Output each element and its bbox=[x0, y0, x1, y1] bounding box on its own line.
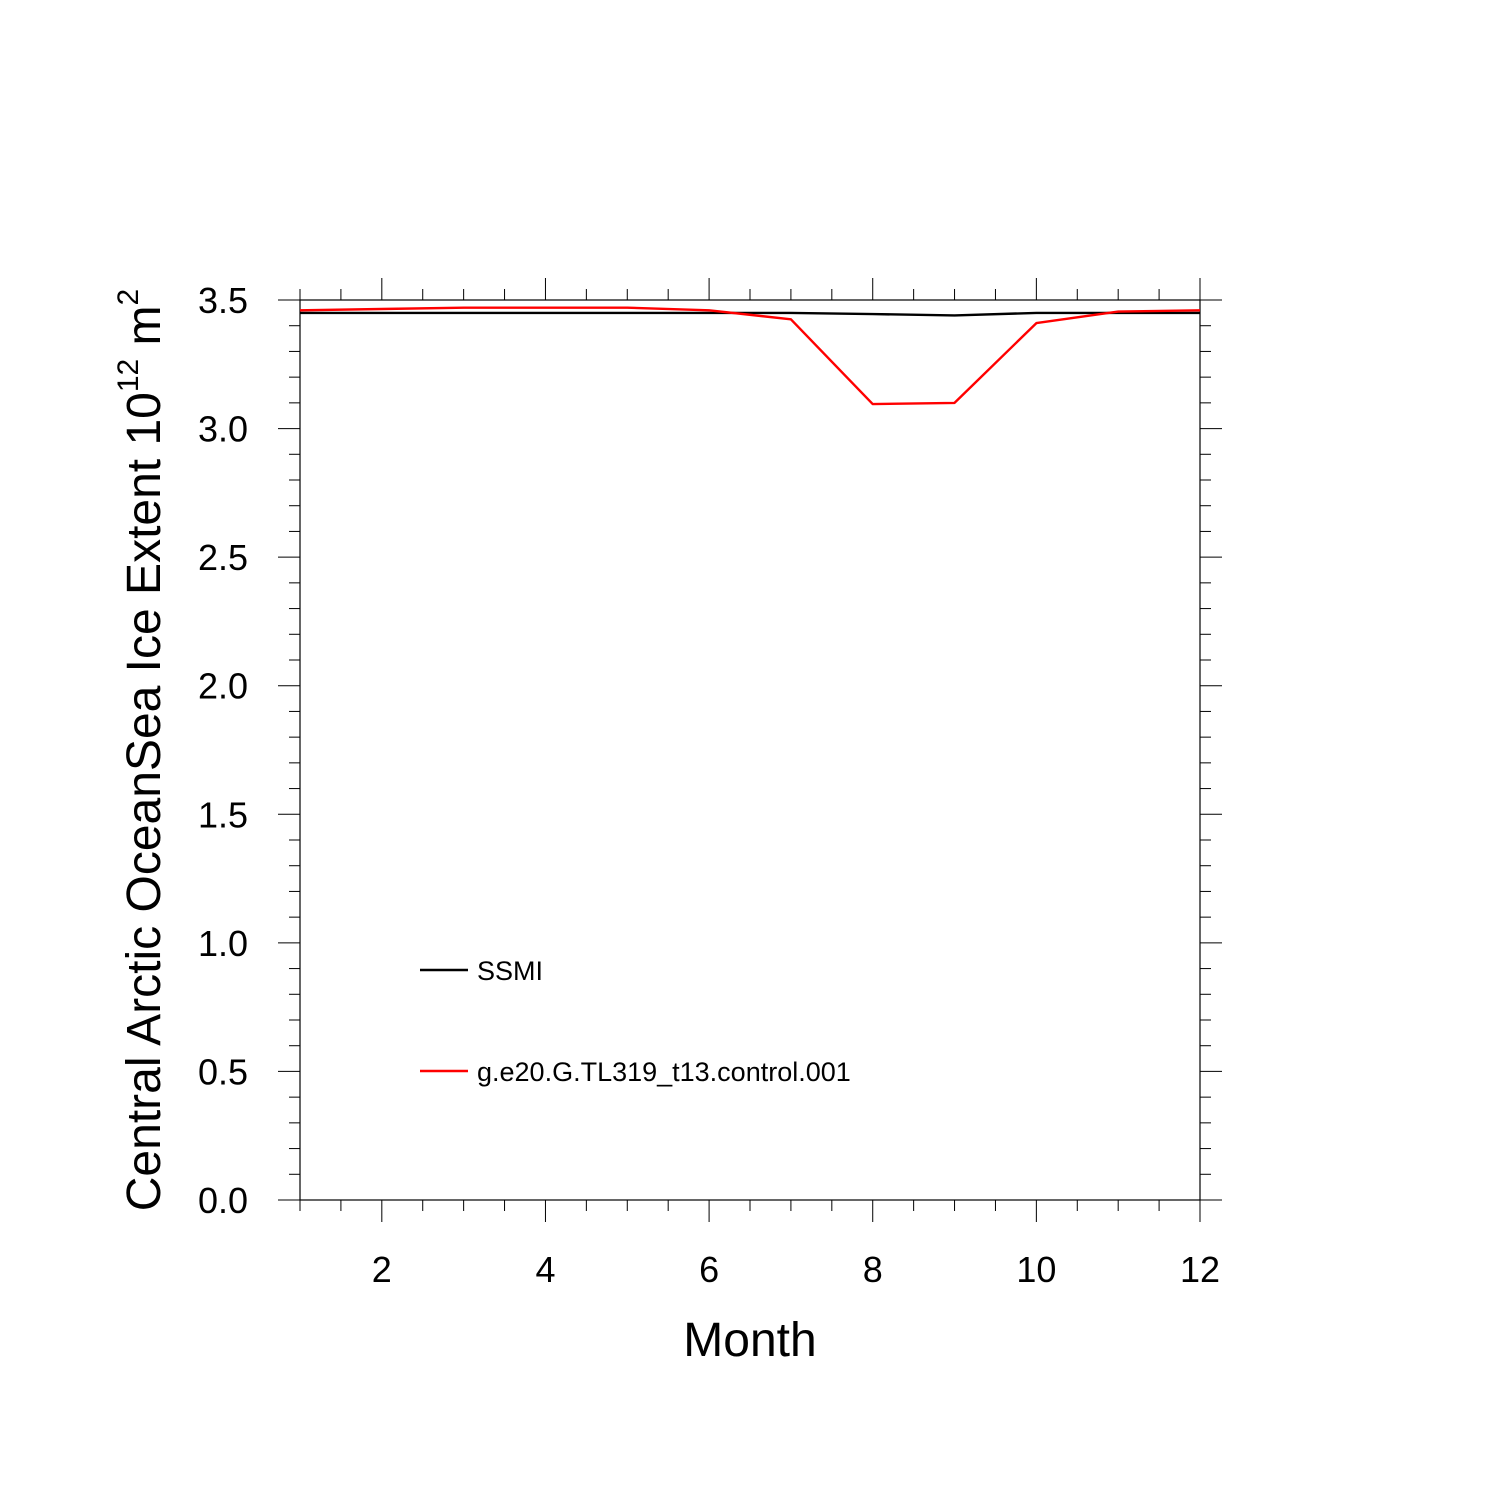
axis-ticks bbox=[278, 278, 1222, 1222]
x-tick-label: 12 bbox=[1180, 1249, 1220, 1290]
y-tick-label: 1.5 bbox=[198, 794, 248, 835]
axis-tick-labels: 2 4 6 8 10 12 0.0 0.5 1.0 1.5 2.0 2.5 3.0 3.5 bbox=[198, 280, 1220, 1290]
y-tick-label: 2.5 bbox=[198, 537, 248, 578]
data-series bbox=[299, 306, 1201, 406]
x-tick-label: 4 bbox=[535, 1249, 555, 1290]
y-axis-label: Central Arctic OceanSea Ice Extent 1012 … bbox=[112, 289, 171, 1211]
y-tick-label: 0.5 bbox=[198, 1051, 248, 1092]
legend: SSMI g.e20.G.TL319_t13.control.001 bbox=[420, 956, 851, 1087]
series-line-1 bbox=[300, 311, 1200, 317]
x-tick-label: 8 bbox=[863, 1249, 883, 1290]
series-line-2 bbox=[299, 306, 1201, 406]
x-tick-label: 10 bbox=[1016, 1249, 1056, 1290]
x-axis-label: Month bbox=[683, 1314, 816, 1367]
y-tick-label: 3.5 bbox=[198, 280, 248, 321]
y-axis-label-exponent-1: 12 bbox=[112, 359, 145, 392]
legend-label-2: g.e20.G.TL319_t13.control.001 bbox=[477, 1057, 851, 1087]
y-axis-label-main: Central Arctic OceanSea Ice Extent 10 bbox=[118, 392, 171, 1211]
y-tick-label: 3.0 bbox=[198, 409, 248, 450]
y-axis-label-exponent-2: 2 bbox=[112, 289, 145, 306]
y-axis-label-unit: m bbox=[118, 305, 171, 358]
legend-label-1: SSMI bbox=[477, 956, 543, 986]
x-tick-label: 6 bbox=[699, 1249, 719, 1290]
y-tick-label: 0.0 bbox=[198, 1180, 248, 1221]
y-tick-label: 2.0 bbox=[198, 666, 248, 707]
y-tick-label: 1.0 bbox=[198, 923, 248, 964]
x-tick-label: 2 bbox=[372, 1249, 392, 1290]
